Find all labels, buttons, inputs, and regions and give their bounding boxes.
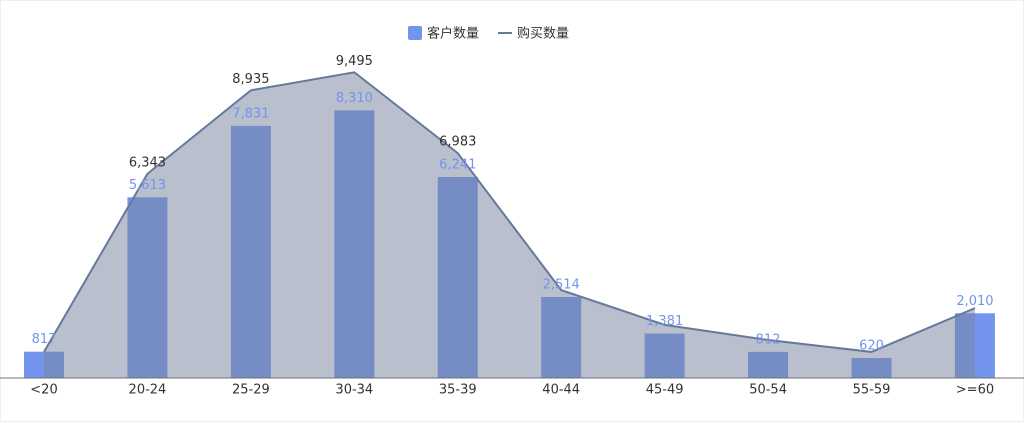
x-tick-label: >=60 <box>956 383 994 398</box>
x-tick-label: 40-44 <box>542 383 580 398</box>
bar-label: 812 <box>756 332 781 347</box>
x-tick-label: 20-24 <box>129 383 167 398</box>
bar-label: 6,241 <box>439 158 476 173</box>
bar-label: 817 <box>32 332 57 347</box>
area <box>44 72 975 379</box>
bar-label: 7,831 <box>232 106 269 121</box>
x-tick-label: 35-39 <box>439 383 477 398</box>
bar-label: 2,514 <box>543 278 580 293</box>
bar-label: 8,310 <box>336 91 373 106</box>
bar-label: 5,613 <box>129 178 166 193</box>
line <box>43 71 976 353</box>
x-tick-label: 25-29 <box>232 383 270 398</box>
x-tick-label: 55-59 <box>853 383 891 398</box>
line-label: 8,935 <box>232 72 269 87</box>
x-tick-label: 45-49 <box>646 383 684 398</box>
legend-swatch <box>408 26 422 40</box>
line-label: 6,343 <box>129 155 166 170</box>
x-tick-label: 50-54 <box>749 383 787 398</box>
bar-label: 620 <box>859 339 884 354</box>
bar-label: 1,381 <box>646 314 683 329</box>
line-label: 6,983 <box>439 135 476 150</box>
legend-label: 客户数量 <box>427 26 479 42</box>
x-tick-label: <20 <box>30 383 57 398</box>
legend-label: 购买数量 <box>517 26 569 42</box>
x-tick-label: 30-34 <box>335 383 373 398</box>
bar-label: 2,010 <box>956 294 993 309</box>
line-label: 9,495 <box>336 54 373 69</box>
